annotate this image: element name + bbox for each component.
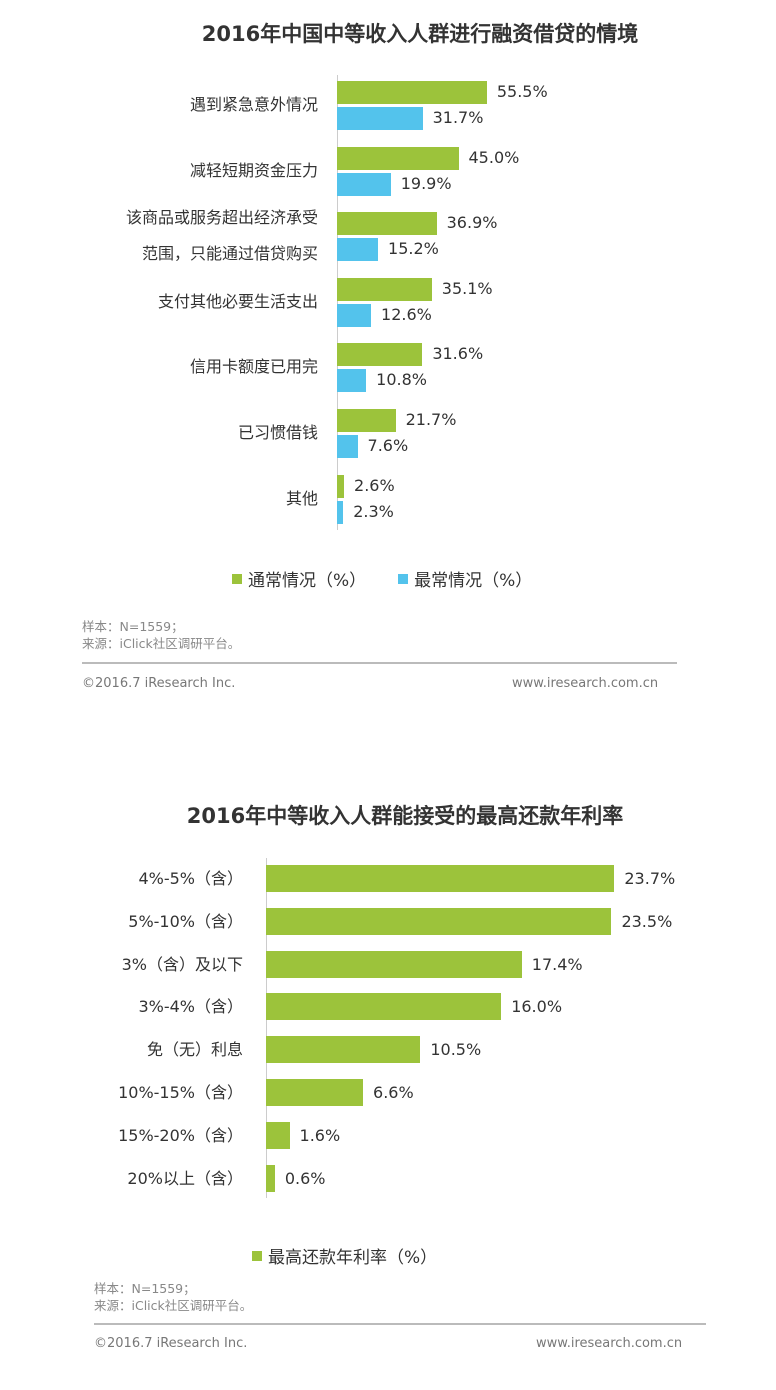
data-label: 36.9% <box>446 213 498 233</box>
source-note: 来源：iClick社区调研平台。 <box>82 636 241 651</box>
data-label: 1.6% <box>299 1125 341 1145</box>
category-label: 10%-15%（含） <box>118 1083 243 1102</box>
bar-most-common <box>337 172 391 196</box>
source-note: 来源：iClick社区调研平台。 <box>94 1298 253 1313</box>
data-label: 10.8% <box>376 370 427 390</box>
chart2-legend: 最高还款年利率（%） <box>252 1243 437 1268</box>
data-label: 23.7% <box>624 869 676 888</box>
bar-usual <box>337 409 396 432</box>
bar <box>266 1164 275 1192</box>
category-label: 15%-20%（含） <box>118 1125 243 1145</box>
category-label: 其他 <box>285 488 318 508</box>
data-label: 15.2% <box>388 239 439 259</box>
bar-most-common <box>337 369 367 393</box>
legend-label: 最高还款年利率（%） <box>268 1248 438 1268</box>
bar-usual <box>337 474 345 498</box>
category-label: 5%-10%（含） <box>128 911 243 931</box>
sample-note: 样本：N=1559； <box>82 619 184 634</box>
data-label: 55.5% <box>496 82 548 101</box>
category-label: 免（无）利息 <box>146 1040 243 1060</box>
data-label: 2.3% <box>353 501 394 521</box>
bar-usual <box>337 81 487 104</box>
data-label: 10.5% <box>430 1040 482 1060</box>
data-label: 16.0% <box>511 997 563 1017</box>
category-label: 减轻短期资金压力 <box>189 160 318 180</box>
chart1-legend: 通常情况（%） 最常情况（%） <box>232 566 532 591</box>
website: www.iresearch.com.cn <box>536 1336 683 1351</box>
data-label: 35.1% <box>441 278 493 298</box>
category-label: 信用卡额度已用完 <box>189 357 318 377</box>
bar <box>266 950 522 978</box>
bar-most-common <box>337 435 358 458</box>
bar-most-common <box>337 238 379 262</box>
category-label: 该商品或服务超出经济承受 范围，只能通过借贷购买 <box>125 208 318 264</box>
bar <box>266 993 502 1021</box>
data-label: 12.6% <box>381 304 432 324</box>
bar <box>266 865 615 892</box>
bar-usual <box>337 212 437 236</box>
bar <box>266 907 612 935</box>
bar-most-common <box>337 303 372 327</box>
axis-line <box>337 75 338 530</box>
category-label: 遇到紧急意外情况 <box>189 95 318 114</box>
bar-usual <box>337 277 432 301</box>
data-label: 17.4% <box>531 954 583 974</box>
website: www.iresearch.com.cn <box>512 676 659 691</box>
legend-swatch-green <box>252 1250 262 1261</box>
bar <box>266 1036 421 1064</box>
data-label: 23.5% <box>621 911 673 931</box>
data-label: 2.6% <box>354 475 395 495</box>
category-label: 3%-4%（含） <box>138 997 243 1017</box>
chart1-title: 2016年中国中等收入人群进行融资借贷的情境 <box>201 22 639 46</box>
bar-usual <box>337 343 423 367</box>
data-label: 7.6% <box>367 436 409 455</box>
divider <box>94 1323 706 1325</box>
data-label: 19.9% <box>400 173 452 193</box>
bar <box>266 1121 290 1149</box>
data-label: 31.6% <box>432 344 484 364</box>
category-label: 已习惯借钱 <box>237 423 318 442</box>
category-label: 20%以上（含） <box>127 1168 243 1188</box>
divider <box>82 662 677 664</box>
data-label: 0.6% <box>284 1168 326 1188</box>
legend-swatch-green <box>232 573 242 584</box>
copyright: ©2016.7 iResearch Inc. <box>94 1336 248 1351</box>
copyright: ©2016.7 iResearch Inc. <box>82 676 236 691</box>
category-label: 4%-5%（含） <box>138 869 243 888</box>
data-label: 21.7% <box>405 410 457 429</box>
data-label: 31.7% <box>432 108 484 127</box>
bar-most-common <box>337 500 344 524</box>
bar-most-common <box>337 107 423 130</box>
category-label: 支付其他必要生活支出 <box>157 291 318 311</box>
data-label: 45.0% <box>468 147 520 167</box>
data-label: 6.6% <box>373 1083 414 1102</box>
legend-swatch-blue <box>398 573 409 584</box>
bar-usual <box>337 146 459 170</box>
legend-label: 最常情况（%） <box>414 571 533 591</box>
category-label: 3%（含）及以下 <box>121 954 243 974</box>
axis-line <box>266 858 267 1198</box>
legend-label: 通常情况（%） <box>248 571 367 591</box>
sample-note: 样本：N=1559； <box>94 1281 196 1296</box>
bar <box>266 1079 364 1106</box>
chart2-title: 2016年中等收入人群能接受的最高还款年利率 <box>186 804 624 828</box>
